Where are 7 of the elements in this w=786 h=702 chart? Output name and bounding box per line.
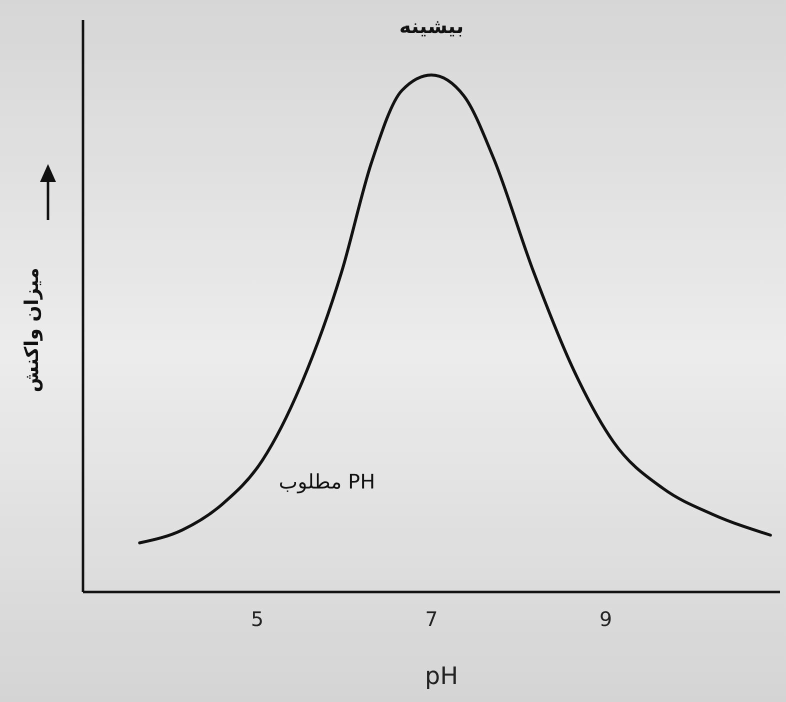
- annotation: PH مطلوب: [278, 470, 376, 494]
- x-axis-title: pH: [424, 662, 458, 690]
- x-tick-label: 5: [250, 607, 264, 631]
- annotation: بیشینه: [399, 14, 464, 38]
- y-axis-title: میزان واکنش: [21, 268, 43, 392]
- x-tick-label: 7: [425, 607, 438, 631]
- x-tick-label: 9: [599, 607, 612, 631]
